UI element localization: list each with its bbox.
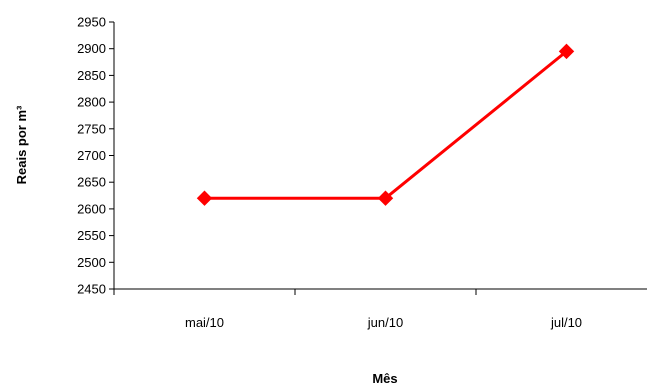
y-tick-label: 2550 — [77, 228, 106, 243]
x-tick-label: jul/10 — [550, 315, 582, 330]
y-tick-label: 2850 — [77, 68, 106, 83]
y-tick-label: 2800 — [77, 95, 106, 110]
x-tick-label: mai/10 — [185, 315, 224, 330]
y-tick-label: 2700 — [77, 148, 106, 163]
y-tick-label: 2950 — [77, 15, 106, 30]
x-tick-label: jun/10 — [367, 315, 403, 330]
data-point-marker — [196, 190, 213, 206]
data-point-marker — [377, 190, 394, 206]
y-tick-label: 2450 — [77, 282, 106, 297]
x-axis-title: Mês — [372, 371, 397, 385]
y-axis-title: Reais por m³ — [14, 105, 29, 184]
y-tick-label: 2600 — [77, 201, 106, 216]
y-axis: 2450 2500 2550 2600 2650 2700 2750 2800 2850 2900… — [77, 15, 115, 297]
data-point-marker — [558, 43, 575, 60]
series-line — [204, 50, 568, 200]
y-tick-label: 2750 — [77, 121, 106, 136]
y-tick-label: 2500 — [77, 255, 106, 270]
series-layer — [196, 43, 575, 206]
x-axis: mai/10 jun/10 jul/10 — [113, 288, 647, 330]
y-tick-label: 2650 — [77, 175, 106, 190]
y-tick-label: 2900 — [77, 41, 106, 56]
